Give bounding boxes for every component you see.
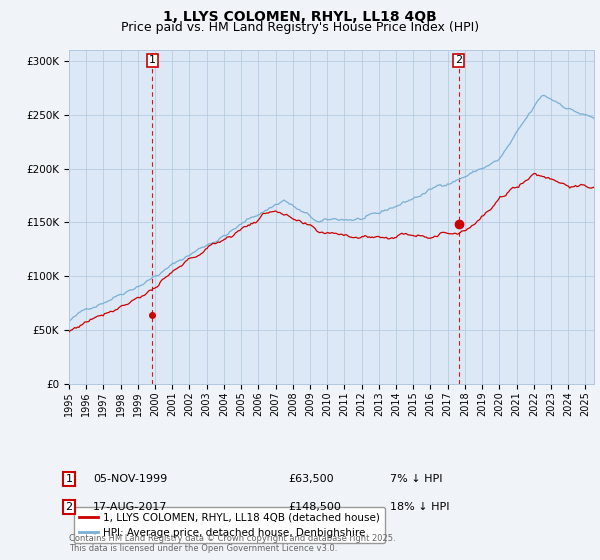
Text: £148,500: £148,500 <box>288 502 341 512</box>
Text: 2: 2 <box>65 502 73 512</box>
Legend: 1, LLYS COLOMEN, RHYL, LL18 4QB (detached house), HPI: Average price, detached h: 1, LLYS COLOMEN, RHYL, LL18 4QB (detache… <box>74 507 385 543</box>
Text: Price paid vs. HM Land Registry's House Price Index (HPI): Price paid vs. HM Land Registry's House … <box>121 21 479 34</box>
Text: 1: 1 <box>65 474 73 484</box>
Text: £63,500: £63,500 <box>288 474 334 484</box>
Text: 05-NOV-1999: 05-NOV-1999 <box>93 474 167 484</box>
Text: 1: 1 <box>149 55 156 66</box>
Text: 17-AUG-2017: 17-AUG-2017 <box>93 502 167 512</box>
Text: Contains HM Land Registry data © Crown copyright and database right 2025.
This d: Contains HM Land Registry data © Crown c… <box>69 534 395 553</box>
Text: 1, LLYS COLOMEN, RHYL, LL18 4QB: 1, LLYS COLOMEN, RHYL, LL18 4QB <box>163 10 437 24</box>
Text: 7% ↓ HPI: 7% ↓ HPI <box>390 474 443 484</box>
Text: 2: 2 <box>455 55 462 66</box>
Text: 18% ↓ HPI: 18% ↓ HPI <box>390 502 449 512</box>
